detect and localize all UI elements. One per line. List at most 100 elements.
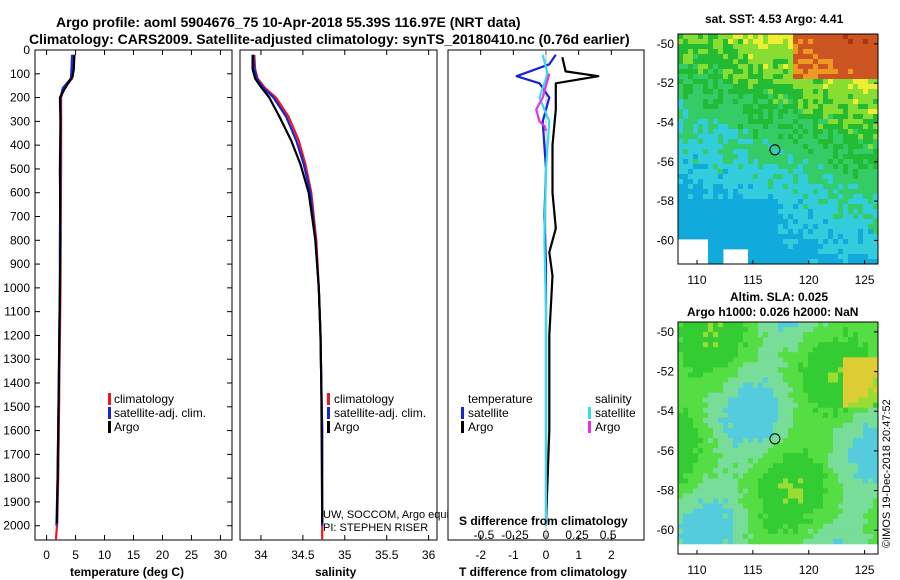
heatmap-cell — [683, 463, 689, 469]
heatmap-cell — [798, 139, 804, 145]
heatmap-cell — [698, 94, 704, 100]
heatmap-cell — [758, 367, 764, 373]
heatmap-cell — [693, 322, 699, 328]
heatmap-cell — [848, 79, 854, 85]
heatmap-cell — [678, 79, 684, 85]
heatmap-cell — [848, 209, 854, 215]
temperature-panel: 0100200300400500600700800900100011001200… — [3, 43, 644, 579]
heatmap-cell — [723, 382, 729, 388]
heatmap-cell — [748, 503, 754, 510]
heatmap-cell — [693, 69, 699, 75]
heatmap-cell — [678, 159, 684, 165]
heatmap-cell — [743, 129, 749, 135]
heatmap-cell — [783, 327, 789, 333]
heatmap-cell — [833, 79, 839, 85]
heatmap-cell — [768, 412, 774, 419]
heatmap-cell — [808, 397, 814, 404]
lon-tick-label: 110 — [687, 563, 706, 577]
heatmap-cell — [748, 44, 754, 50]
heatmap-cell — [678, 99, 684, 105]
heatmap-cell — [708, 164, 714, 170]
heatmap-cell — [873, 488, 879, 494]
heatmap-cell — [718, 448, 724, 454]
heatmap-cell — [698, 39, 704, 45]
heatmap-cell — [863, 219, 869, 225]
heatmap-cell — [773, 397, 779, 404]
heatmap-cell — [793, 427, 799, 434]
heatmap-cell — [688, 194, 694, 200]
heatmap-cell — [723, 84, 729, 90]
heatmap-cell — [728, 327, 734, 333]
heatmap-cell — [733, 397, 739, 404]
heatmap-cell — [768, 362, 774, 368]
heatmap-cell — [753, 427, 759, 434]
heatmap-cell — [853, 204, 859, 210]
heatmap-cell — [873, 234, 879, 240]
heatmap-cell — [743, 209, 749, 215]
heatmap-cell — [798, 503, 804, 510]
heatmap-cell — [693, 372, 699, 378]
heatmap-cell — [853, 214, 859, 220]
heatmap-cell — [778, 189, 784, 195]
x-tick-label: 1 — [575, 548, 582, 562]
heatmap-cell — [803, 488, 809, 494]
heatmap-cell — [698, 159, 704, 165]
depth-tick-label: 800 — [10, 233, 30, 247]
heatmap-cell — [793, 169, 799, 175]
heatmap-cell — [778, 382, 784, 388]
heatmap-cell — [763, 448, 769, 454]
heatmap-cell — [778, 129, 784, 135]
s-difference-tick-label: 0.5 — [600, 528, 617, 542]
heatmap-cell — [718, 402, 724, 409]
heatmap-cell — [773, 119, 779, 125]
heatmap-cell — [758, 443, 764, 449]
heatmap-cell — [868, 523, 874, 530]
heatmap-cell — [723, 392, 729, 399]
heatmap-cell — [788, 448, 794, 454]
heatmap-cell — [718, 503, 724, 510]
heatmap-cell — [763, 488, 769, 494]
heatmap-cell — [838, 159, 844, 165]
heatmap-cell — [693, 134, 699, 140]
heatmap-cell — [818, 44, 824, 50]
heatmap-cell — [808, 259, 814, 265]
heatmap-cell — [703, 513, 709, 520]
heatmap-cell — [758, 204, 764, 210]
heatmap-cell — [778, 478, 784, 484]
heatmap-cell — [768, 189, 774, 195]
heatmap-cell — [693, 179, 699, 185]
heatmap-cell — [693, 533, 699, 540]
heatmap-cell — [678, 357, 684, 363]
heatmap-cell — [788, 407, 794, 414]
heatmap-cell — [813, 79, 819, 85]
heatmap-cell — [838, 503, 844, 510]
heatmap-cell — [703, 468, 709, 474]
heatmap-cell — [808, 189, 814, 195]
heatmap-cell — [683, 79, 689, 85]
heatmap-cell — [778, 234, 784, 240]
heatmap-cell — [683, 372, 689, 378]
heatmap-cell — [713, 528, 719, 535]
heatmap-cell — [758, 347, 764, 353]
heatmap-cell — [858, 518, 864, 525]
heatmap-cell — [863, 483, 869, 489]
heatmap-cell — [728, 322, 734, 328]
heatmap-cell — [853, 234, 859, 240]
heatmap-cell — [743, 453, 749, 459]
heatmap-cell — [773, 523, 779, 530]
heatmap-cell — [798, 79, 804, 85]
heatmap-cell — [813, 372, 819, 378]
heatmap-cell — [863, 352, 869, 358]
heatmap-cell — [823, 367, 829, 373]
heatmap-cell — [738, 44, 744, 50]
heatmap-cell — [873, 229, 879, 235]
heatmap-cell — [853, 498, 859, 504]
depth-tick-label: 300 — [10, 114, 30, 128]
heatmap-cell — [803, 154, 809, 160]
heatmap-cell — [693, 209, 699, 215]
heatmap-cell — [743, 169, 749, 175]
heatmap-cell — [843, 327, 849, 333]
heatmap-cell — [803, 149, 809, 155]
heatmap-cell — [783, 94, 789, 100]
heatmap-cell — [678, 332, 684, 338]
